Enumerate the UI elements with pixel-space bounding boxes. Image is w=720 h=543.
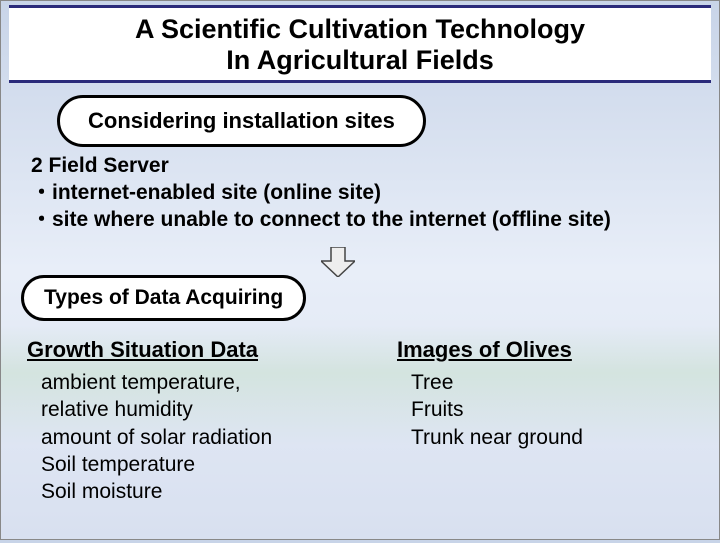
down-arrow-icon <box>321 247 355 277</box>
column-growth-data: Growth Situation Data ambient temperatur… <box>27 337 347 505</box>
slide: A Scientific Cultivation Technology In A… <box>1 5 719 543</box>
title-line-2: In Agricultural Fields <box>19 45 701 76</box>
title-block: A Scientific Cultivation Technology In A… <box>9 5 711 83</box>
field-server-block: 2 Field Server ・internet-enabled site (o… <box>31 153 699 234</box>
images-item: Trunk near ground <box>411 424 677 451</box>
growth-item: ambient temperature, <box>41 369 347 396</box>
images-item: Fruits <box>411 396 677 423</box>
field-server-line-2: ・site where unable to connect to the int… <box>31 207 699 234</box>
growth-item: relative humidity <box>41 396 347 423</box>
pill-considering-sites: Considering installation sites <box>57 95 426 147</box>
columns: Growth Situation Data ambient temperatur… <box>27 337 699 505</box>
title-line-1: A Scientific Cultivation Technology <box>19 14 701 45</box>
pill-types-of-data: Types of Data Acquiring <box>21 275 306 321</box>
growth-item: Soil temperature <box>41 451 347 478</box>
growth-item: Soil moisture <box>41 478 347 505</box>
growth-item: amount of solar radiation <box>41 424 347 451</box>
images-item: Tree <box>411 369 677 396</box>
field-server-line-1: ・internet-enabled site (online site) <box>31 180 699 207</box>
field-server-heading: 2 Field Server <box>31 153 699 180</box>
arrow-path <box>321 247 355 277</box>
growth-heading: Growth Situation Data <box>27 337 347 363</box>
images-heading: Images of Olives <box>397 337 677 363</box>
column-images-olives: Images of Olives Tree Fruits Trunk near … <box>397 337 677 505</box>
pill-types-wrap: Types of Data Acquiring <box>21 275 306 321</box>
